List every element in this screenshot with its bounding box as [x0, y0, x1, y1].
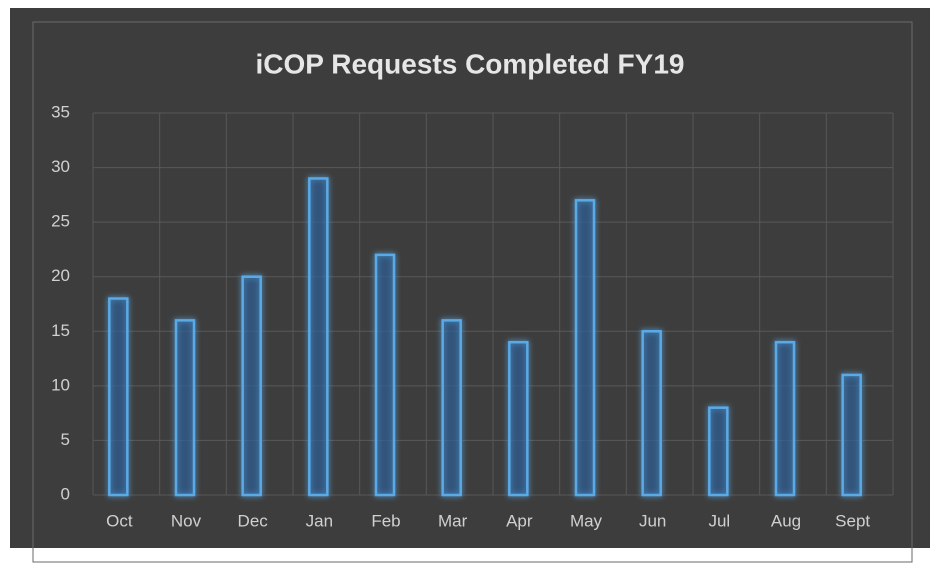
bar: [241, 275, 262, 497]
y-tick-label: 30: [51, 157, 70, 176]
x-tick-label: Mar: [438, 511, 468, 530]
bar: [374, 253, 396, 497]
x-tick-label: May: [570, 511, 603, 530]
x-tick-label: Jun: [639, 511, 666, 530]
y-tick-label: 5: [61, 430, 70, 449]
bar: [441, 319, 462, 497]
x-tick-label: Aug: [771, 511, 801, 530]
y-tick-label: 35: [51, 102, 70, 121]
bar: [641, 330, 662, 497]
bar: [308, 177, 329, 497]
bar: [174, 319, 196, 497]
bar: [708, 406, 729, 497]
x-tick-label: Nov: [171, 511, 202, 530]
bar: [108, 297, 129, 497]
bar: [574, 199, 596, 497]
bar: [774, 340, 796, 497]
y-tick-label: 10: [51, 375, 70, 394]
x-tick-label: Apr: [506, 511, 533, 530]
chart-title: iCOP Requests Completed FY19: [256, 48, 685, 79]
bar: [508, 340, 529, 497]
x-tick-label: Jul: [708, 511, 730, 530]
bar: [841, 373, 862, 497]
x-tick-label: Sept: [835, 511, 870, 530]
chart-border: [32, 21, 913, 563]
y-tick-label: 0: [61, 484, 70, 503]
x-tick-label: Feb: [371, 511, 400, 530]
x-tick-label: Oct: [106, 511, 133, 530]
x-tick-label: Jan: [306, 511, 333, 530]
y-tick-label: 15: [51, 321, 70, 340]
x-tick-label: Dec: [238, 511, 269, 530]
y-tick-label: 25: [51, 212, 70, 231]
y-tick-label: 20: [51, 266, 70, 285]
